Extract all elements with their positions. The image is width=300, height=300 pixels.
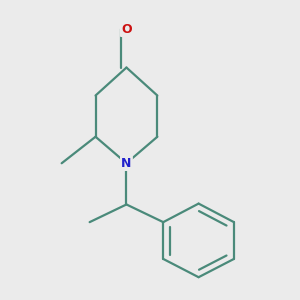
- Text: N: N: [121, 157, 132, 170]
- Text: O: O: [121, 23, 132, 36]
